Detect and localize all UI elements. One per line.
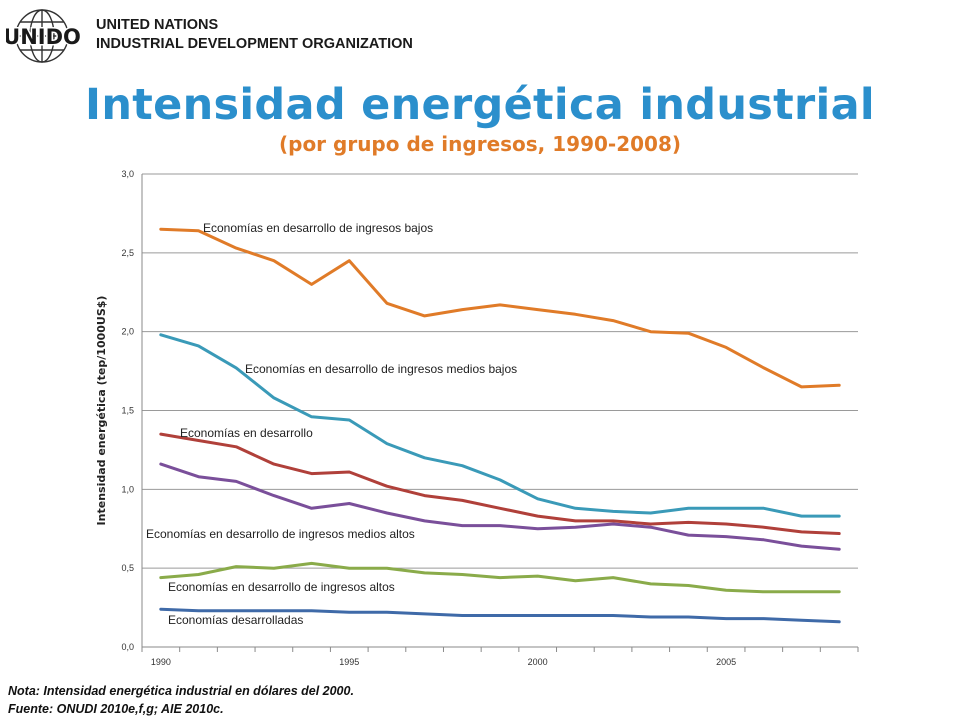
- y-tick-label: 2,5: [121, 248, 134, 258]
- series-label-3: Economías en desarrollo: [180, 426, 313, 440]
- org-line-2: INDUSTRIAL DEVELOPMENT ORGANIZATION: [96, 36, 413, 52]
- series-line-3: [159, 432, 841, 535]
- x-tick-label: 1995: [339, 657, 359, 667]
- series-label-4: Economías en desarrollo de ingresos medi…: [146, 527, 415, 541]
- org-line-1: UNITED NATIONS: [96, 17, 219, 33]
- series-label-2: Economías en desarrollo de ingresos medi…: [245, 362, 517, 376]
- y-tick-label: 0,5: [121, 563, 134, 573]
- footnote-note: Nota: Intensidad energética industrial e…: [8, 684, 354, 698]
- y-axis-label: Intensidad energética (tep/1000US$): [95, 296, 108, 526]
- series-line-4: [159, 462, 841, 551]
- un-wreath-icon: [15, 9, 69, 63]
- x-tick-label: 1990: [151, 657, 171, 667]
- series-line-1: [159, 227, 841, 389]
- y-tick-label: 1,5: [121, 406, 134, 416]
- logo-text: UNIDO: [6, 25, 81, 49]
- footnote-source: Fuente: ONUDI 2010e,f,g; AIE 2010c.: [8, 702, 224, 716]
- x-tick-label: 2005: [716, 657, 736, 667]
- chart-subtitle: (por grupo de ingresos, 1990-2008): [278, 132, 682, 156]
- line-chart: 0,0 0,5 1,0 1,5 2,0 2,5 3,0 1990 1995 2000 2005 Int…: [95, 169, 859, 667]
- y-tick-label: 2,0: [121, 327, 134, 337]
- y-tick-label: 0,0: [121, 642, 134, 652]
- series-line-6: [159, 607, 841, 624]
- series-label-5: Economías en desarrollo de ingresos alto…: [168, 580, 395, 594]
- series-label-6: Economías desarrolladas: [168, 613, 303, 627]
- organization-name: UNITED NATIONS INDUSTRIAL DEVELOPMENT OR…: [96, 16, 413, 54]
- footnote: Nota: Intensidad energética industrial e…: [8, 682, 354, 718]
- y-tick-label: 3,0: [121, 169, 134, 179]
- series-line-5: [159, 561, 841, 594]
- chart-title: Intensidad energética industrial: [85, 80, 875, 130]
- series-label-1: Economías en desarrollo de ingresos bajo…: [203, 221, 433, 235]
- x-tick-label: 2000: [528, 657, 548, 667]
- y-tick-label: 1,0: [121, 484, 134, 494]
- series-line-2: [159, 333, 841, 518]
- unido-logo: UNIDO: [6, 9, 82, 63]
